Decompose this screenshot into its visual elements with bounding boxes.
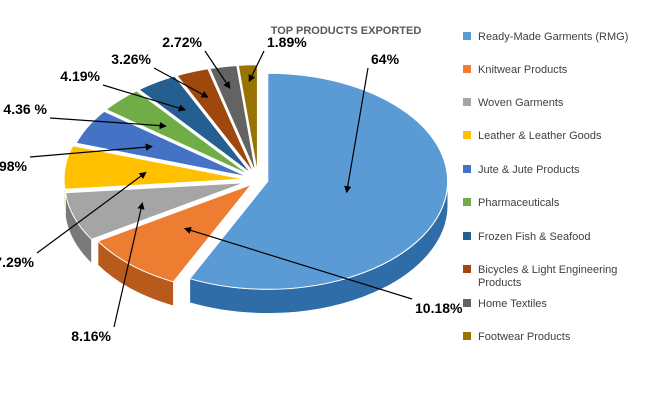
data-label-ready-made-garments-rmg: 64% xyxy=(371,51,400,67)
legend-label-jute-jute-products: Jute & Jute Products xyxy=(478,164,580,176)
leader-line-bicycles-light-engineering-products xyxy=(153,67,209,98)
leader-line-footwear-products xyxy=(248,50,265,83)
data-label-bicycles-light-engineering-products: 3.26% xyxy=(111,51,151,67)
leader-line-pharmaceuticals xyxy=(49,117,167,130)
leader-line-ready-made-garments-rmg xyxy=(344,67,369,194)
legend-label-footwear-products: Footwear Products xyxy=(478,331,571,343)
data-label-pharmaceuticals: 4.36 % xyxy=(3,101,47,117)
data-label-home-textiles: 2.72% xyxy=(162,34,202,50)
legend-swatch-home-textiles xyxy=(463,299,471,307)
legend-label-ready-made-garments-rmg: Ready-Made Garments (RMG) xyxy=(478,31,628,43)
legend-swatch-bicycles-light-engineering-products xyxy=(463,265,471,273)
leader-line-knitwear-products xyxy=(183,226,413,300)
leader-line-woven-garments xyxy=(113,202,145,328)
data-label-jute-jute-products: 5.98% xyxy=(0,158,28,174)
legend-swatch-leather-leather-goods xyxy=(463,131,471,139)
slice-leather-leather-goods xyxy=(63,145,245,190)
legend-swatch-knitwear-products xyxy=(463,65,471,73)
legend-swatch-frozen-fish-seafood xyxy=(463,232,471,240)
leader-line-jute-jute-products xyxy=(29,143,153,158)
legend-swatch-woven-garments xyxy=(463,98,471,106)
slice-frozen-fish-seafood xyxy=(138,75,252,175)
data-label-leather-leather-goods: 7.29% xyxy=(0,254,35,270)
data-labels: 64% 10.18% 8.16% 7.29% 5.98% 4.36 % 4.19% 3.26%… xyxy=(0,34,463,344)
legend-label-knitwear-products: Knitwear Products xyxy=(478,64,568,76)
legend-label-leather-leather-goods: Leather & Leather Goods xyxy=(478,130,602,142)
legend-swatch-pharmaceuticals xyxy=(463,198,471,206)
legend-label-bicycles-light-engineering-products: Bicycles & Light Engineering Products xyxy=(478,264,617,289)
leader-lines xyxy=(29,50,413,328)
legend-swatch-ready-made-garments-rmg xyxy=(463,32,471,40)
slice-knitwear-products xyxy=(97,183,253,283)
leader-line-home-textiles xyxy=(204,50,231,89)
legend-swatch-footwear-products xyxy=(463,332,471,340)
legend-label-frozen-fish-seafood: Frozen Fish & Seafood xyxy=(478,231,591,243)
pie-slices xyxy=(63,64,449,290)
leader-line-frozen-fish-seafood xyxy=(102,84,186,112)
data-label-footwear-products: 1.89% xyxy=(267,34,307,50)
legend-swatch-jute-jute-products xyxy=(463,165,471,173)
data-label-frozen-fish-seafood: 4.19% xyxy=(60,68,100,84)
legend-label-home-textiles: Home Textiles xyxy=(478,298,547,310)
legend-label-woven-garments: Woven Garments xyxy=(478,97,564,109)
leader-line-leather-leather-goods xyxy=(36,171,147,254)
slice-jute-jute-products xyxy=(75,110,248,178)
legend: Ready-Made Garments (RMG) Knitwear Produc… xyxy=(463,31,628,343)
slice-ready-made-garments-rmg xyxy=(188,72,449,290)
legend-label-pharmaceuticals: Pharmaceuticals xyxy=(478,197,560,209)
slice-woven-garments xyxy=(64,182,245,240)
data-label-knitwear-products: 10.18% xyxy=(415,300,463,316)
slice-bicycles-light-engineering-products xyxy=(176,68,255,174)
slice-home-textiles xyxy=(209,64,257,174)
chart-title: TOP PRODUCTS EXPORTED xyxy=(271,25,422,37)
slice-pharmaceuticals xyxy=(105,90,250,176)
data-label-woven-garments: 8.16% xyxy=(71,328,111,344)
